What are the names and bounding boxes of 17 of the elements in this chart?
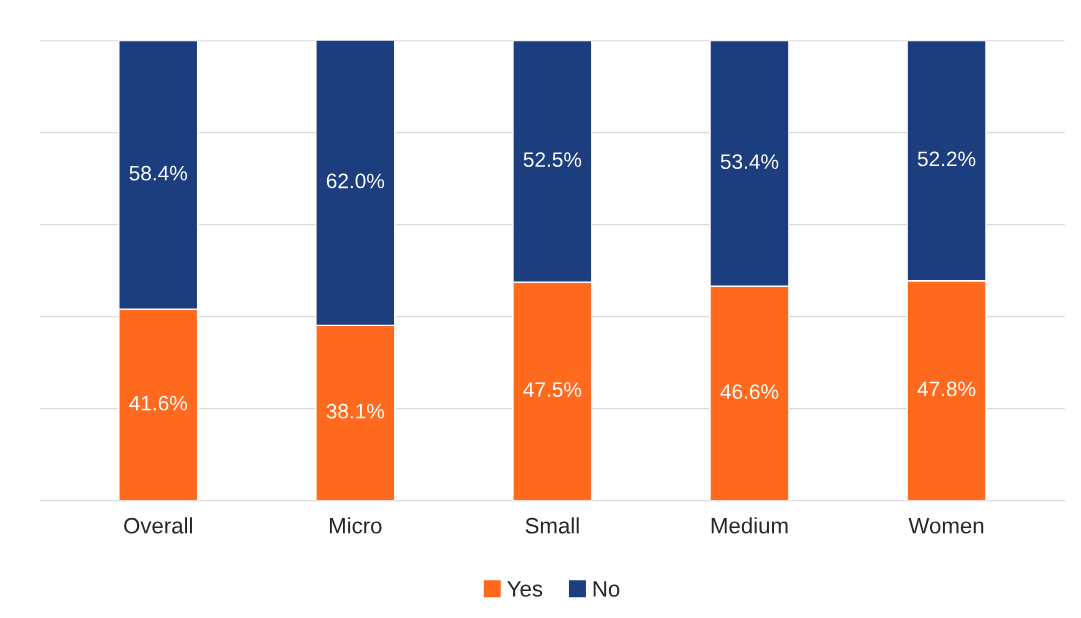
data-label: 47.5% [523, 382, 582, 397]
data-label: 47.8% [917, 381, 976, 397]
x-tick-label: Overall [124, 517, 192, 534]
x-tick-label: Women [908, 518, 984, 534]
x-tick-label: Micro [329, 517, 382, 534]
data-label: 52.5% [523, 152, 582, 167]
x-tick-label: Small [525, 517, 579, 534]
data-label: 52.2% [917, 151, 976, 167]
data-label: 38.1% [326, 403, 385, 419]
legend-label: No [593, 581, 620, 597]
data-label: 53.4% [720, 154, 779, 170]
data-label: 41.6% [129, 395, 188, 411]
legend-label: Yes [507, 581, 543, 597]
data-label: 58.4% [129, 165, 188, 181]
x-tick-label: Medium [711, 517, 788, 534]
data-label: 62.0% [326, 173, 385, 189]
data-label: 46.6% [720, 384, 779, 399]
